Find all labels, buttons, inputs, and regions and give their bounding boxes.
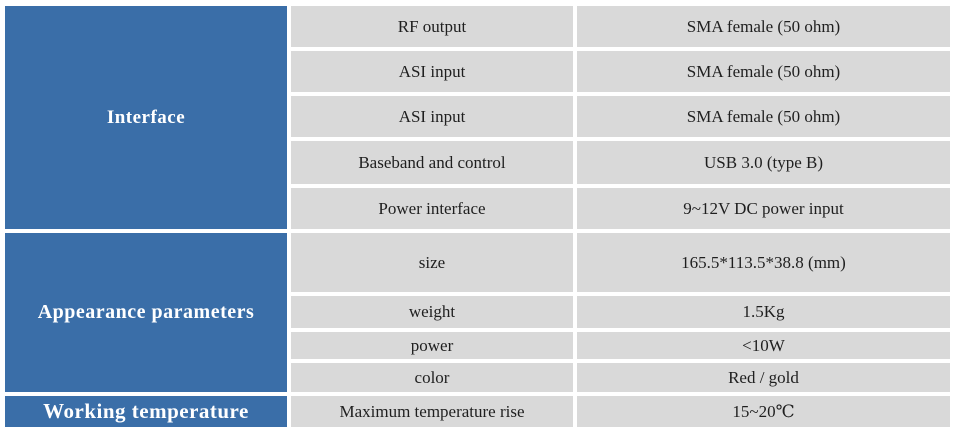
param-cell-weight: weight [291, 296, 573, 328]
value-cell-color: Red / gold [577, 363, 950, 392]
section-header-appearance-parameters: Appearance parameters [5, 233, 287, 392]
value-cell-asi-input-1: SMA female (50 ohm) [577, 51, 950, 92]
value-cell-power: <10W [577, 332, 950, 359]
value-cell-power-interface: 9~12V DC power input [577, 188, 950, 229]
param-cell-baseband-and-control: Baseband and control [291, 141, 573, 184]
param-cell-color: color [291, 363, 573, 392]
section-header-working-temperature: Working temperature [5, 396, 287, 427]
param-cell-asi-input-2: ASI input [291, 96, 573, 137]
param-cell-size: size [291, 233, 573, 292]
param-cell-power-interface: Power interface [291, 188, 573, 229]
value-cell-baseband-and-control: USB 3.0 (type B) [577, 141, 950, 184]
section-header-interface: Interface [5, 6, 287, 229]
value-cell-maximum-temperature-rise: 15~20℃ [577, 396, 950, 427]
value-cell-weight: 1.5Kg [577, 296, 950, 328]
param-cell-power: power [291, 332, 573, 359]
value-cell-asi-input-2: SMA female (50 ohm) [577, 96, 950, 137]
value-cell-rf-output: SMA female (50 ohm) [577, 6, 950, 47]
param-cell-maximum-temperature-rise: Maximum temperature rise [291, 396, 573, 427]
param-cell-rf-output: RF output [291, 6, 573, 47]
value-cell-size: 165.5*113.5*38.8 (mm) [577, 233, 950, 292]
param-cell-asi-input-1: ASI input [291, 51, 573, 92]
